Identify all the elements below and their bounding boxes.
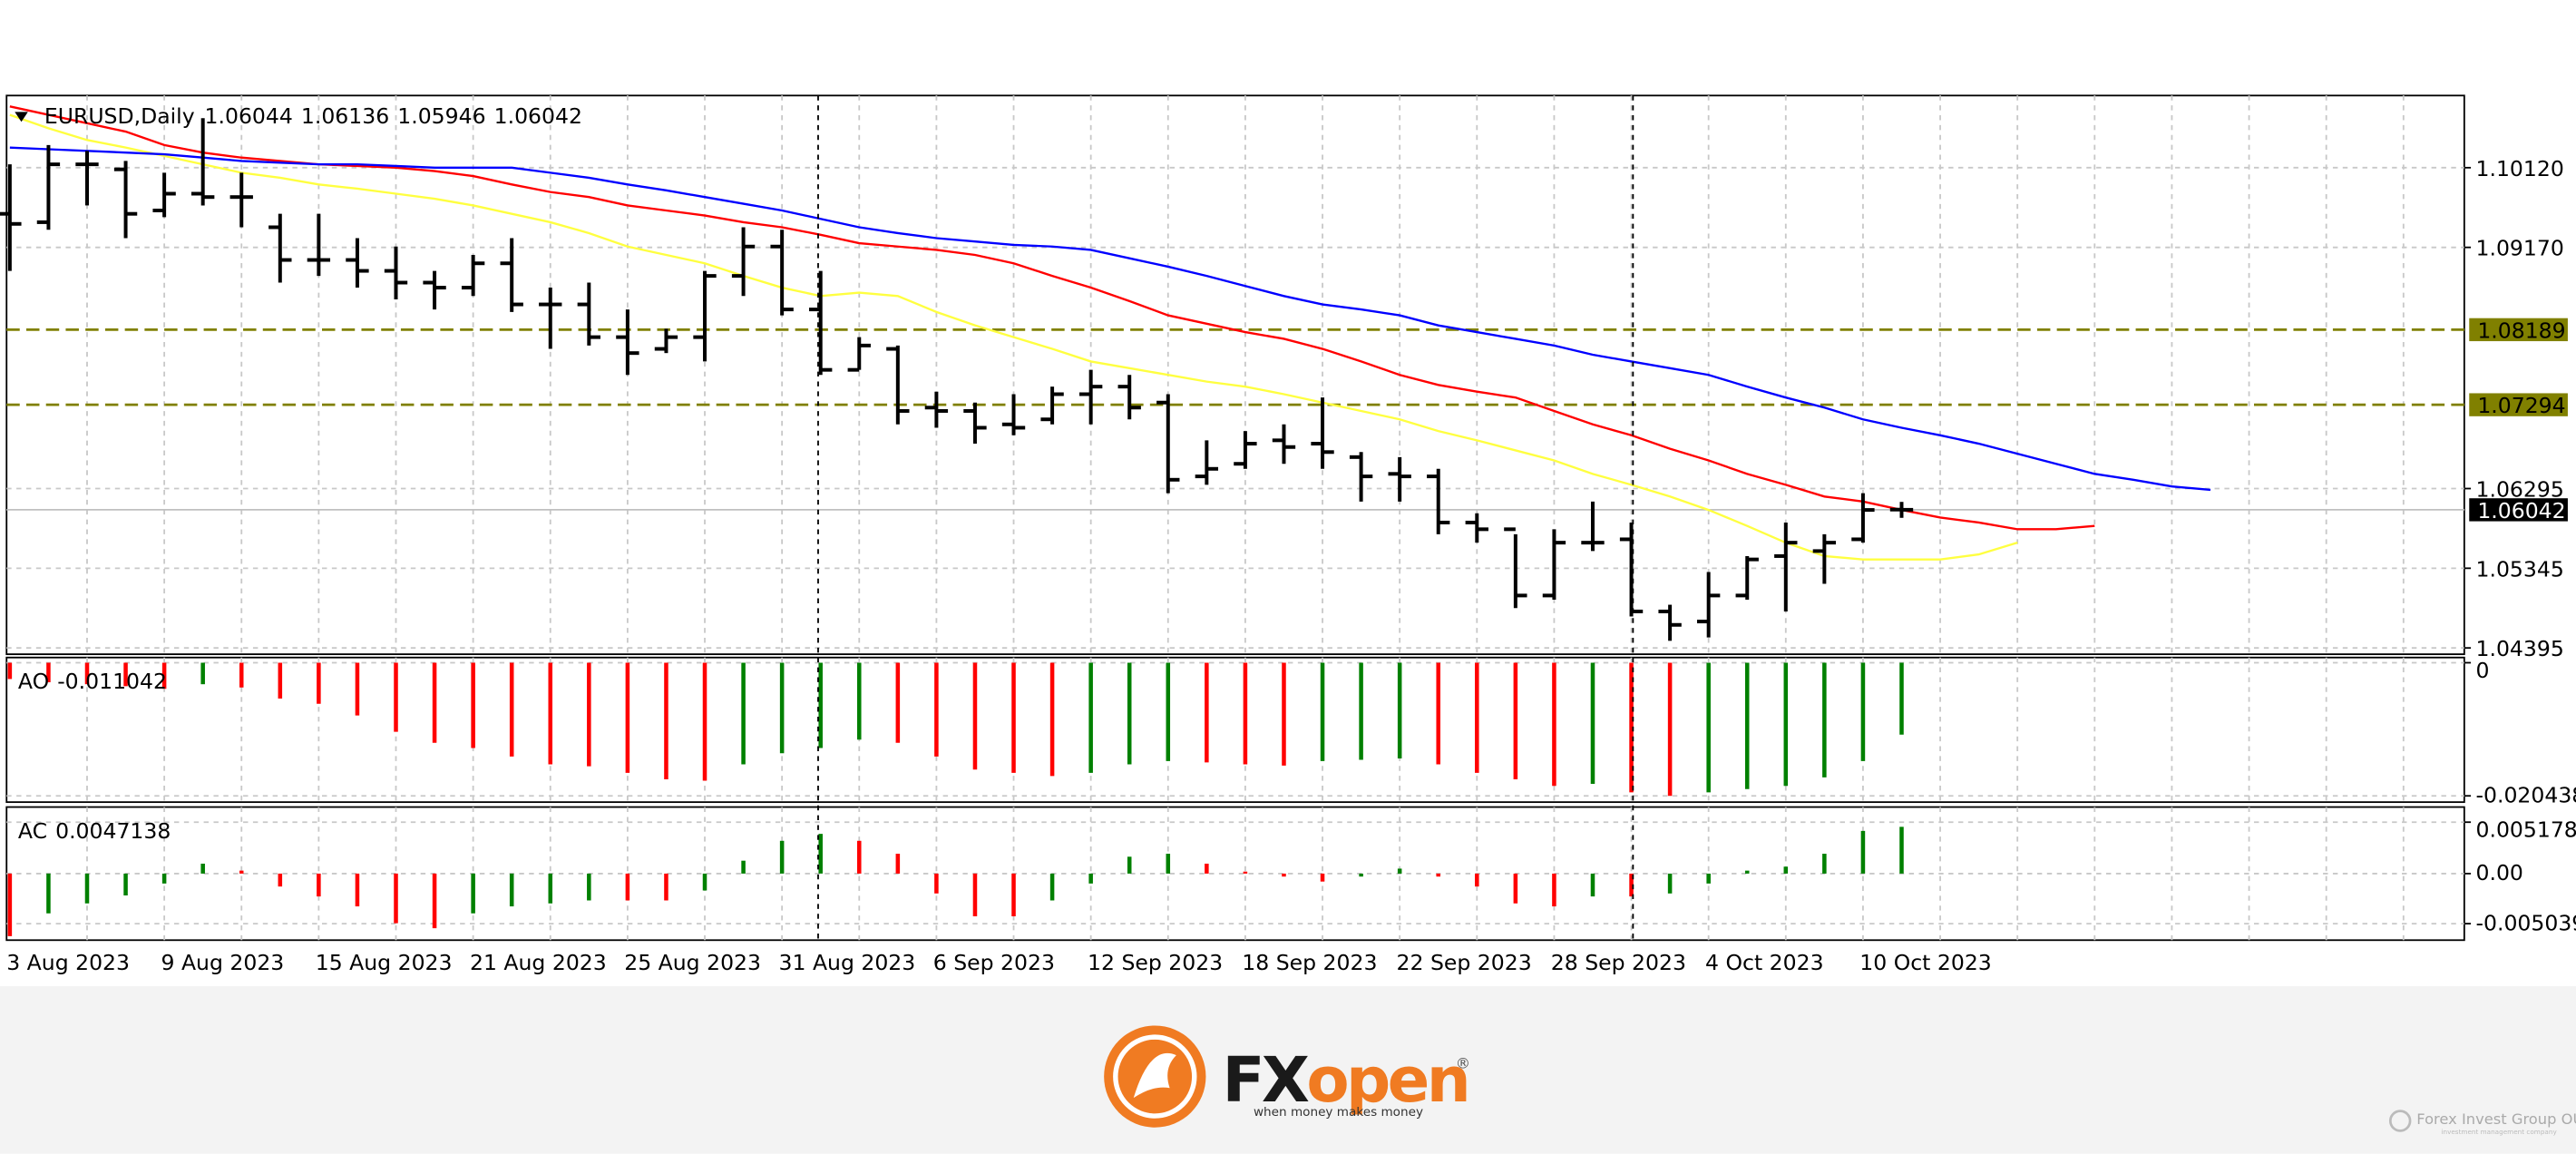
x-tick-label: 10 Oct 2023 — [1859, 950, 1991, 975]
marks — [0, 105, 2464, 936]
current-price-box — [2469, 498, 2568, 522]
current-price-label: 1.06042 — [2477, 498, 2565, 523]
footer-background — [0, 985, 2576, 1154]
x-tick-label: 22 Sep 2023 — [1397, 950, 1532, 975]
logo-emblem-ring — [1113, 1034, 1197, 1119]
x-tick-label: 18 Sep 2023 — [1242, 950, 1377, 975]
collapse-arrow — [15, 112, 28, 122]
price-header: EURUSD,Daily 1.06044 1.06136 1.05946 1.06042 — [44, 103, 582, 129]
ac-header: AC 0.0047138 — [18, 818, 171, 844]
moving-average — [9, 113, 2018, 561]
ao-name: AO — [18, 669, 49, 694]
y-tick-label: 1.06295 — [2476, 477, 2564, 503]
ao-value: -0.011042 — [57, 669, 167, 694]
x-tick-label: 3 Aug 2023 — [6, 950, 130, 975]
moving-average — [9, 146, 2211, 492]
tagline: when money makes money — [1254, 1105, 1423, 1120]
x-tick-label: 15 Aug 2023 — [316, 950, 453, 975]
y-tick-label: -0.020438 — [2476, 782, 2576, 807]
grid — [6, 95, 2464, 941]
y-tick-label: 1.09170 — [2476, 236, 2564, 261]
x-tick-label: 6 Sep 2023 — [933, 950, 1055, 975]
x-tick-label: 31 Aug 2023 — [779, 950, 916, 975]
watermark: Forex Invest Group OU — [2416, 1110, 2576, 1128]
level-label: 1.07294 — [2477, 393, 2565, 418]
y-tick-label: -0.005039 — [2476, 910, 2576, 935]
x-tick-label: 4 Oct 2023 — [1705, 950, 1824, 975]
ac-value: 0.0047138 — [55, 818, 171, 844]
header-open: 1.06044 — [205, 103, 293, 129]
y-tick-label: 1.05345 — [2476, 556, 2564, 582]
header-high: 1.06136 — [301, 103, 389, 129]
y-tick-label: 1.04395 — [2476, 636, 2564, 661]
level-label: 1.08189 — [2477, 318, 2565, 343]
logo-dragon — [1133, 1052, 1176, 1099]
level-label-box — [2469, 318, 2568, 342]
ao-header: AO -0.011042 — [18, 669, 167, 694]
y-tick-label: 0.00 — [2476, 860, 2523, 885]
x-tick-label: 9 Aug 2023 — [161, 950, 285, 975]
moving-average — [9, 105, 2095, 531]
brand: FXopen — [1223, 1044, 1469, 1117]
header-low: 1.05946 — [397, 103, 485, 129]
brand-fx: FX — [1223, 1044, 1309, 1117]
header-close: 1.06042 — [494, 103, 582, 129]
brand-open: open — [1306, 1044, 1468, 1117]
y-tick-label: 0 — [2476, 658, 2490, 683]
watermark-sub: investment management company — [2441, 1128, 2557, 1136]
ao-panel — [5, 656, 2465, 804]
registered: ® — [1456, 1055, 1470, 1072]
ac-name: AC — [18, 818, 47, 844]
x-tick-label: 21 Aug 2023 — [470, 950, 607, 975]
level-label-box — [2469, 393, 2568, 416]
logo: FXopen ® when money makes money — [1104, 1025, 1471, 1128]
x-tick-label: 25 Aug 2023 — [624, 950, 761, 975]
watermark-icon — [2388, 1110, 2412, 1132]
y-tick-label: 0.005178 — [2476, 817, 2576, 843]
x-tick-label: 12 Sep 2023 — [1088, 950, 1223, 975]
y-tick-label: 1.10120 — [2476, 156, 2564, 181]
price-panel — [5, 94, 2465, 656]
symbol: EURUSD,Daily — [44, 103, 195, 129]
x-tick-label: 28 Sep 2023 — [1551, 950, 1686, 975]
ac-panel — [5, 806, 2465, 942]
